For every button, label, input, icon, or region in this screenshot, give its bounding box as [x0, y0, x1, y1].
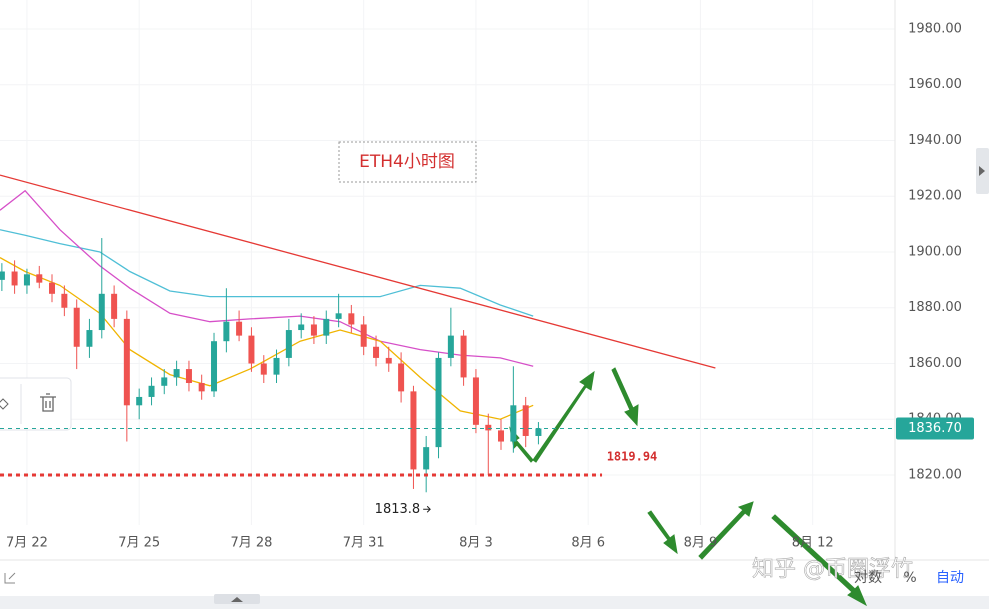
- candle-body: [49, 282, 56, 294]
- candle-body: [198, 383, 205, 392]
- candle-body: [498, 430, 505, 442]
- candle-body: [348, 313, 355, 325]
- candle-body: [23, 274, 30, 286]
- candle-body: [211, 341, 218, 392]
- candle-body: [11, 271, 18, 286]
- candle-body: [522, 405, 529, 436]
- candle-body: [447, 335, 454, 358]
- y-tick-label: 1880.00: [908, 300, 962, 315]
- moving-average: [0, 189, 534, 367]
- candle-body: [36, 274, 43, 283]
- candle-body: [136, 396, 143, 406]
- toolbar-panel: [0, 377, 72, 431]
- candle-body: [73, 307, 80, 347]
- candle-body: [472, 377, 479, 425]
- support-label: 1819.94: [607, 450, 658, 464]
- candle-body: [335, 313, 342, 319]
- candle-body: [98, 293, 105, 331]
- last-price-label: 1836.70: [908, 421, 962, 436]
- left-toolbar: [0, 377, 72, 431]
- candle-body: [423, 447, 430, 470]
- x-tick-label: 8月 9: [684, 536, 718, 551]
- trend-line: [0, 174, 716, 369]
- annotation: ETH4小时图: [359, 152, 455, 172]
- candle-body: [260, 363, 267, 375]
- candle-body: [360, 324, 367, 347]
- delete-icon[interactable]: [40, 393, 56, 412]
- candle-body: [86, 330, 93, 347]
- candle-body: [460, 335, 467, 378]
- x-tick-label: 8月 12: [792, 536, 834, 551]
- candle-body: [111, 293, 118, 319]
- y-tick-label: 1860.00: [908, 356, 962, 371]
- y-tick-label: 1940.00: [908, 133, 962, 148]
- candle-body: [148, 385, 155, 397]
- watermark: 知乎 @币圈浮竹: [752, 557, 913, 582]
- arrows: [509, 367, 868, 607]
- x-tick-label: 8月 6: [571, 536, 605, 551]
- candle-body: [535, 428, 542, 436]
- low-arrow: [423, 505, 431, 513]
- bottom-strip: [0, 596, 989, 609]
- candle-body: [236, 321, 243, 336]
- candle-body: [123, 318, 130, 406]
- candle-body: [61, 293, 68, 308]
- candle-body: [398, 363, 405, 392]
- scale-button[interactable]: %: [903, 570, 916, 586]
- candle-body: [223, 321, 230, 342]
- candle-body: [310, 324, 317, 336]
- low-label: 1813.8: [375, 502, 421, 517]
- moving-average: [0, 229, 534, 317]
- candle-body: [373, 346, 380, 358]
- y-tick-label: 1980.00: [908, 21, 962, 36]
- y-tick-label: 1820.00: [908, 467, 962, 482]
- side-icon: [979, 166, 985, 176]
- goto-icon[interactable]: [4, 572, 16, 584]
- y-tick-label: 1960.00: [908, 77, 962, 92]
- x-tick-label: 7月 31: [343, 536, 385, 551]
- candle-body: [285, 330, 292, 358]
- y-tick-label: 1920.00: [908, 189, 962, 204]
- last-price-tag: [896, 417, 974, 440]
- collapse-icon: [231, 597, 243, 602]
- scale-button[interactable]: 自动: [936, 570, 964, 586]
- moving-average: [0, 257, 534, 420]
- candle-body: [485, 424, 492, 431]
- x-tick-label: 7月 28: [230, 536, 272, 551]
- x-tick-label: 7月 25: [118, 536, 160, 551]
- candle-body: [323, 318, 330, 336]
- candle-body: [510, 405, 517, 442]
- eye-icon[interactable]: [0, 398, 9, 410]
- candle-body: [0, 271, 5, 280]
- candle-body: [185, 369, 192, 384]
- x-tick-label: 7月 22: [6, 536, 48, 551]
- candle-body: [248, 335, 255, 364]
- scale-button[interactable]: 对数: [854, 570, 882, 586]
- candle-body: [161, 377, 168, 386]
- annotation-box: [338, 141, 477, 183]
- candle-body: [435, 357, 442, 448]
- x-tick-label: 8月 3: [459, 536, 493, 551]
- candle-body: [298, 324, 305, 331]
- y-tick-label: 1900.00: [908, 244, 962, 259]
- candle-body: [410, 391, 417, 470]
- candle-body: [173, 369, 180, 378]
- candle-body: [273, 357, 280, 375]
- candle-body: [385, 357, 392, 364]
